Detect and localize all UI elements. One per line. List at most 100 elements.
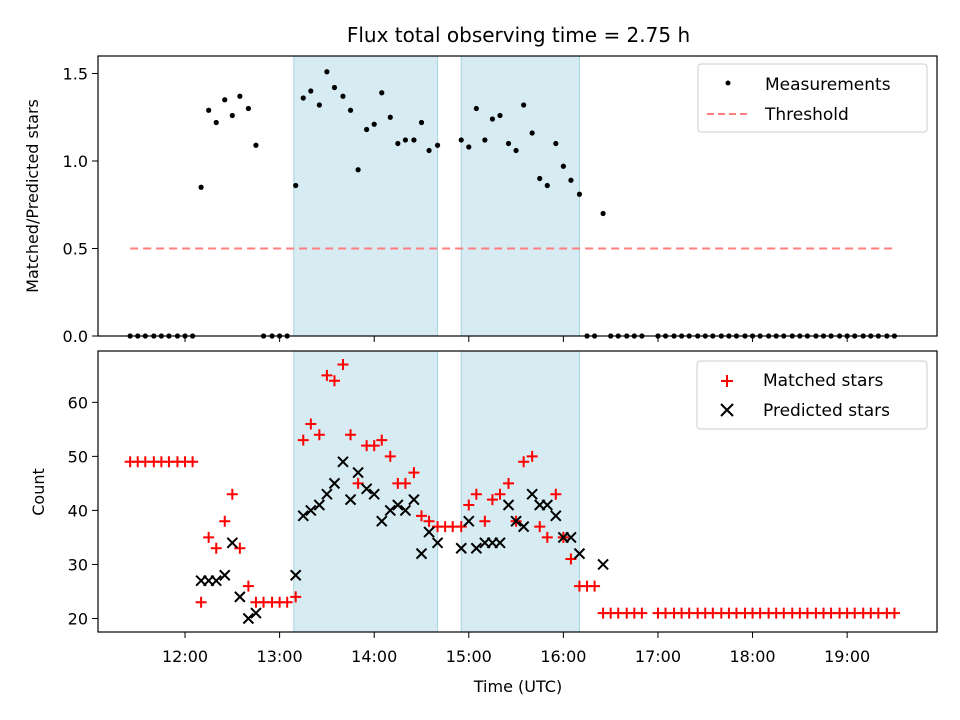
bottom-panel-counts: 20 30 40 50 60 12:00 13:00 14:00 15:00 16:00 17:0… [29, 350, 938, 696]
xtick-label: 15:00 [446, 647, 492, 666]
highlight-span-1 [460, 55, 580, 337]
measurement-point [600, 210, 606, 217]
xtick-label: 14:00 [351, 647, 397, 666]
measurement-point [237, 93, 243, 99]
matched-star-point [368, 440, 380, 452]
matched-star-point [550, 488, 562, 500]
predicted-star-point [234, 591, 246, 603]
matched-star-point [541, 531, 553, 543]
xtick-label: 12:00 [162, 647, 208, 666]
top-ytick-label: 0.5 [63, 240, 88, 259]
matched-star-point [415, 510, 427, 522]
matched-star-point [195, 596, 207, 608]
matched-star-point [321, 369, 333, 381]
matched-star-point [470, 488, 482, 500]
predicted-star-point [399, 504, 412, 517]
measurement-point [300, 95, 306, 101]
matched-star-point [352, 477, 364, 489]
matched-star-point [210, 542, 222, 554]
measurement-point [293, 182, 299, 189]
x-axis-label: Time (UTC) [473, 677, 562, 696]
measurement-point [387, 114, 393, 120]
predicted-star-point [352, 466, 364, 479]
predicted-star-point [368, 488, 380, 500]
matched-star-point [337, 359, 349, 371]
measurement-point [544, 182, 550, 189]
matched-star-point [494, 488, 506, 500]
measurement-point [489, 116, 496, 122]
predicted-star-point [550, 510, 562, 522]
matched-star-point [328, 375, 340, 387]
matched-star-point [313, 429, 325, 441]
predicted-star-point [423, 526, 435, 538]
matched-star-point [345, 429, 357, 441]
measurement-point [426, 147, 432, 154]
predicted-star-point [392, 499, 404, 511]
highlight-span-0 [293, 350, 439, 633]
matched-star-point [636, 607, 648, 619]
measurement-point [402, 137, 409, 143]
measurement-point [347, 107, 354, 113]
measurement-point [206, 107, 212, 113]
matched-star-point [203, 531, 215, 543]
measurement-point [505, 140, 512, 147]
top-x-ticks [184, 336, 848, 342]
predicted-star-point [376, 515, 388, 527]
measurement-point [308, 88, 314, 94]
matched-star-point [376, 434, 388, 446]
measurement-point [521, 102, 527, 108]
measurement-point [222, 97, 228, 103]
predicted-star-point [510, 515, 522, 527]
top-ytick-label: 1.5 [63, 65, 88, 84]
measurement-point [229, 112, 235, 119]
measurement-point [513, 147, 519, 154]
xtick-label: 16:00 [540, 647, 586, 666]
legend-predicted-label: Predicted stars [763, 401, 890, 421]
predicted-star-point [526, 488, 538, 500]
xtick-label: 17:00 [635, 647, 681, 666]
top-panel-measurements: 0.0 0.5 1.0 1.5 Matched/Predicted stars Mea… [23, 55, 938, 346]
matched-star-point [234, 542, 246, 554]
predicted-star-point [494, 537, 506, 549]
measurement-point [364, 126, 370, 133]
measurement-point [213, 119, 219, 126]
top-legend-frame [697, 63, 928, 133]
bottom-ytick-label: 20 [68, 609, 88, 628]
predicted-star-point [573, 547, 586, 560]
predicted-star-point [517, 520, 530, 533]
measurement-point [245, 105, 251, 112]
measurement-point [497, 112, 503, 119]
measurement-point [331, 84, 338, 91]
predicted-star-point [502, 499, 515, 511]
top-y-axis-label: Matched/Predicted stars [23, 99, 42, 293]
bottom-x-ticks: 12:00 13:00 14:00 15:00 16:00 17:00 18:00 19:00 [162, 632, 870, 666]
predicted-star-point [210, 574, 222, 587]
matched-star-point [479, 515, 491, 527]
predicted-star-point [470, 542, 483, 554]
measurement-point [466, 144, 472, 150]
predicted-star-point [321, 488, 333, 500]
matched-star-point [518, 456, 530, 468]
measurement-point [395, 140, 401, 147]
measurement-point [253, 142, 259, 148]
legend-threshold-label: Threshold [764, 105, 849, 125]
measurement-point [379, 90, 385, 96]
matched-star-point [226, 488, 238, 500]
matched-star-point [305, 418, 317, 430]
predicted-star-point [328, 477, 341, 490]
predicted-star-point [305, 504, 317, 517]
predicted-star-point [431, 537, 444, 549]
legend-measurements-label: Measurements [765, 75, 891, 95]
measurement-point [355, 167, 361, 173]
predicted-star-point [219, 569, 231, 581]
xtick-label: 13:00 [257, 647, 303, 666]
measurement-point [482, 137, 488, 143]
predicted-star-point [463, 515, 475, 527]
matched-star-point [384, 450, 396, 462]
predicted-star-point [226, 537, 239, 549]
matched-star-point [589, 580, 601, 592]
predicted-star-point [337, 456, 349, 468]
bottom-highlight-spans [293, 350, 580, 633]
measurement-point [473, 105, 479, 112]
